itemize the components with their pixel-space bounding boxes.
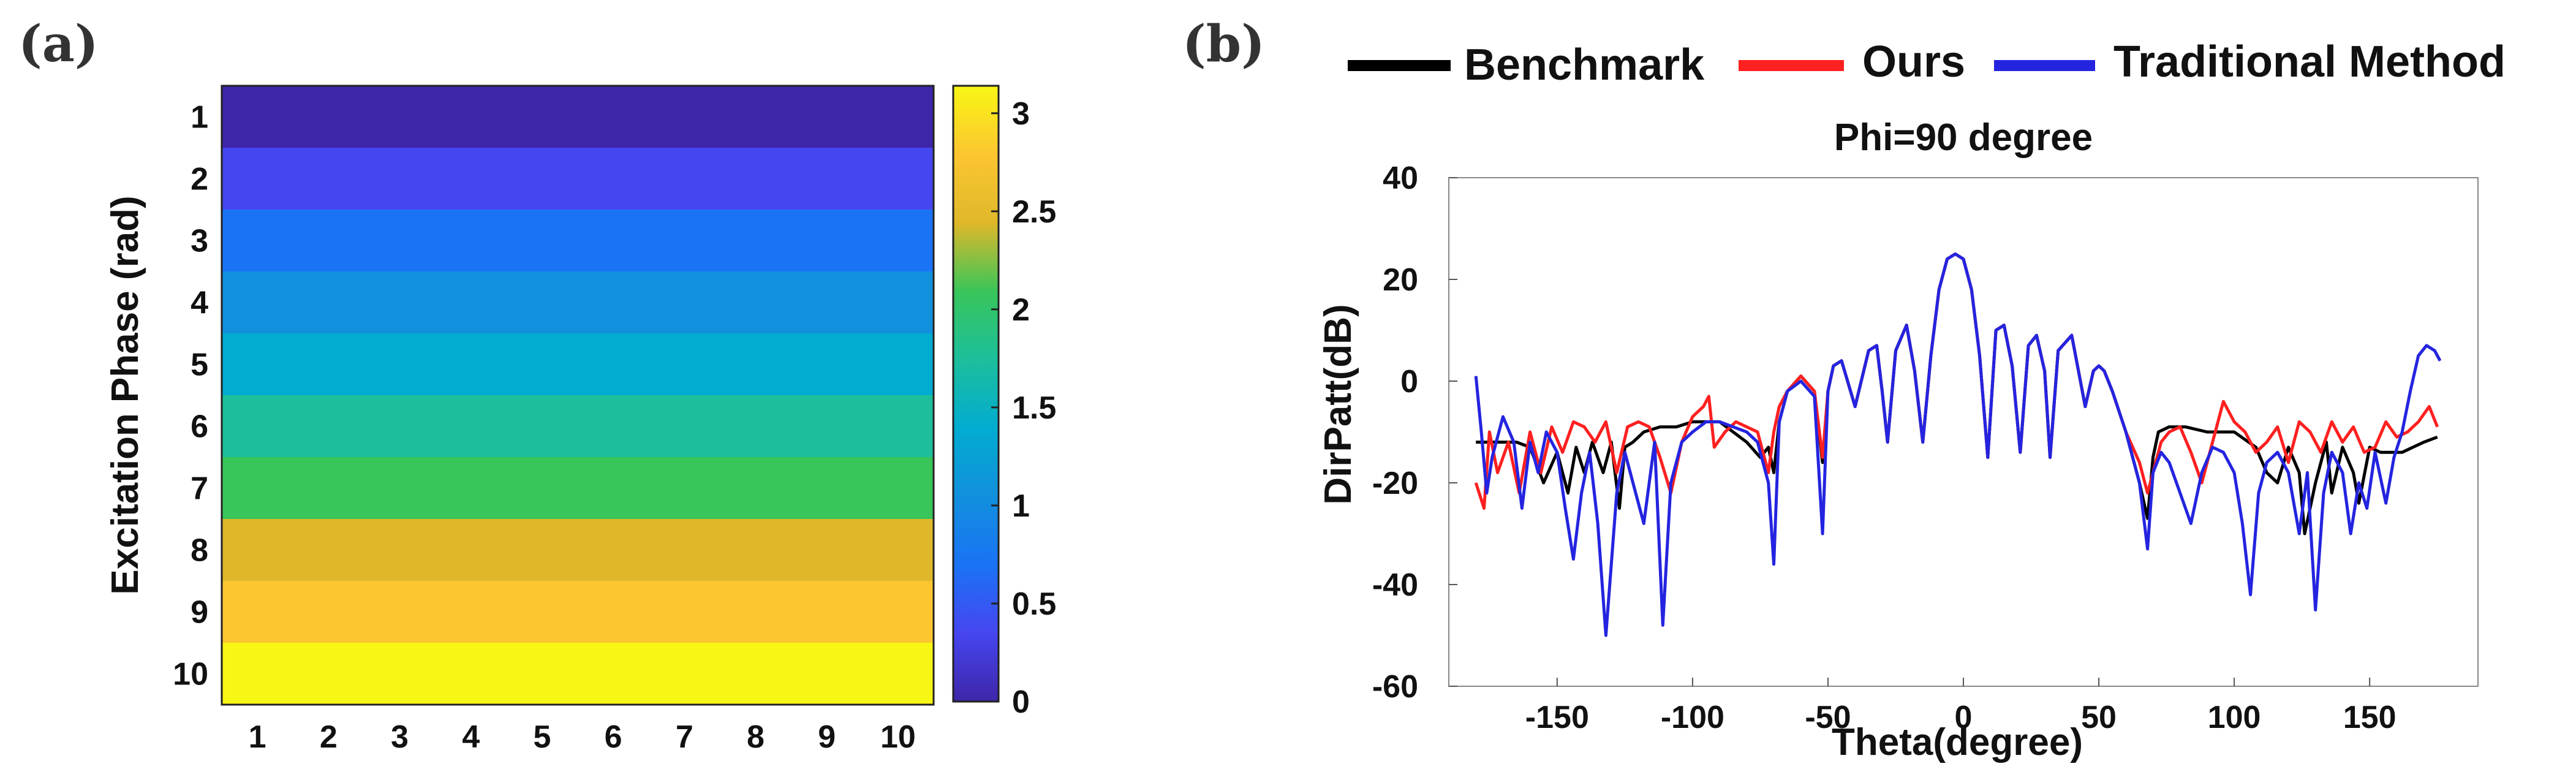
line-chart-x-tick-label: -150 xyxy=(1525,700,1589,735)
heatmap-y-tick-label: 8 xyxy=(191,533,208,569)
heatmap-row-7 xyxy=(222,457,934,520)
heatmap-row-1 xyxy=(222,86,934,148)
colorbar-tick-label: 2 xyxy=(1012,292,1030,328)
colorbar-tick-label: 0 xyxy=(1012,684,1030,720)
heatmap-y-tick-label: 5 xyxy=(191,347,208,383)
line-chart-y-tick-label: 20 xyxy=(1383,262,1418,298)
heatmap-row-4 xyxy=(222,271,934,334)
colorbar-ticks: 0 0.5 1 1.5 2 2.5 3 xyxy=(991,96,1056,720)
line-chart-y-tick-label: 40 xyxy=(1383,161,1418,196)
line-chart-y-axis-title: DirPatt(dB) xyxy=(1317,304,1359,504)
heatmap-x-tick-label: 1 xyxy=(249,719,266,755)
line-chart-x-ticks: -150 -100 -50 0 50 100 150 xyxy=(1525,678,2397,735)
line-chart-y-tick-label: -20 xyxy=(1372,466,1418,501)
line-chart-x-tick-label: -100 xyxy=(1661,700,1724,735)
heatmap-x-tick-label: 6 xyxy=(605,719,622,755)
heatmap-y-tick-label: 4 xyxy=(191,286,208,321)
heatmap-x-tick-label: 3 xyxy=(391,719,409,755)
line-chart-x-tick-label: -50 xyxy=(1805,700,1851,735)
heatmap-y-tick-label: 10 xyxy=(173,657,208,692)
heatmap-row-5 xyxy=(222,333,934,396)
heatmap-row-9 xyxy=(222,581,934,643)
colorbar-tick-label: 1 xyxy=(1012,488,1030,524)
heatmap-row-2 xyxy=(222,148,934,210)
heatmap-y-axis-title: Excitation Phase (rad) xyxy=(104,195,146,594)
heatmap-y-tick-label: 7 xyxy=(191,471,208,507)
line-chart-y-ticks: 40 20 0 -20 -40 -60 xyxy=(1372,161,1457,705)
line-chart-x-tick-label: 150 xyxy=(2343,700,2397,735)
heatmap-x-tick-label: 9 xyxy=(818,719,836,755)
heatmap-y-tick-label: 9 xyxy=(191,595,208,630)
line-chart-y-tick-label: -60 xyxy=(1372,669,1418,705)
heatmap-x-tick-label: 7 xyxy=(676,719,693,755)
heatmap-row-8 xyxy=(222,519,934,581)
line-chart-x-tick-label: 100 xyxy=(2208,700,2261,735)
line-chart-title: Phi=90 degree xyxy=(1834,116,2093,159)
line-chart-series xyxy=(1474,252,2442,637)
line-chart-x-tick-label: 50 xyxy=(2081,700,2117,735)
heatmap-row-10 xyxy=(222,643,934,705)
legend-label-benchmark: Benchmark xyxy=(1464,40,1705,89)
line-chart-y-tick-label: 0 xyxy=(1400,364,1418,399)
heatmap-x-tick-label: 4 xyxy=(462,719,480,755)
legend-label-traditional-method: Traditional Method xyxy=(2113,37,2506,86)
heatmap-row-3 xyxy=(222,210,934,272)
colorbar xyxy=(952,85,1000,703)
line-chart-x-tick-label: 0 xyxy=(1955,700,1973,735)
legend-label-ours: Ours xyxy=(1862,37,1965,86)
heatmap-x-tick-label: 8 xyxy=(747,719,765,755)
colorbar-tick-label: 1.5 xyxy=(1012,390,1056,426)
heatmap-frame xyxy=(221,85,935,706)
series-line-traditional-method xyxy=(1474,252,2442,637)
heatmap-y-tick-label: 6 xyxy=(191,409,208,445)
colorbar-tick-label: 3 xyxy=(1012,96,1030,132)
line-chart-y-tick-label: -40 xyxy=(1372,567,1418,603)
colorbar-tick-label: 2.5 xyxy=(1012,194,1056,230)
heatmap-y-tick-label: 3 xyxy=(191,224,208,259)
heatmap-y-ticks: 1 2 3 4 5 6 7 8 9 10 xyxy=(173,100,208,692)
heatmap-y-tick-label: 2 xyxy=(191,162,208,197)
heatmap-x-ticks: 1 2 3 4 5 6 7 8 9 10 xyxy=(249,719,916,755)
heatmap-rows xyxy=(222,86,934,705)
heatmap-x-tick-label: 10 xyxy=(880,719,916,755)
line-chart-x-axis-title: Theta(degree) xyxy=(1832,721,2083,763)
colorbar-tick-label: 0.5 xyxy=(1012,586,1056,622)
heatmap-x-tick-label: 5 xyxy=(533,719,551,755)
heatmap-y-tick-label: 1 xyxy=(191,100,208,135)
panel-b-label: (b) xyxy=(1182,15,1265,74)
heatmap-row-6 xyxy=(222,395,934,458)
legend: Benchmark Ours Traditional Method xyxy=(1348,37,2506,89)
panel-a-label: (a) xyxy=(18,15,99,74)
heatmap-x-tick-label: 2 xyxy=(320,719,338,755)
